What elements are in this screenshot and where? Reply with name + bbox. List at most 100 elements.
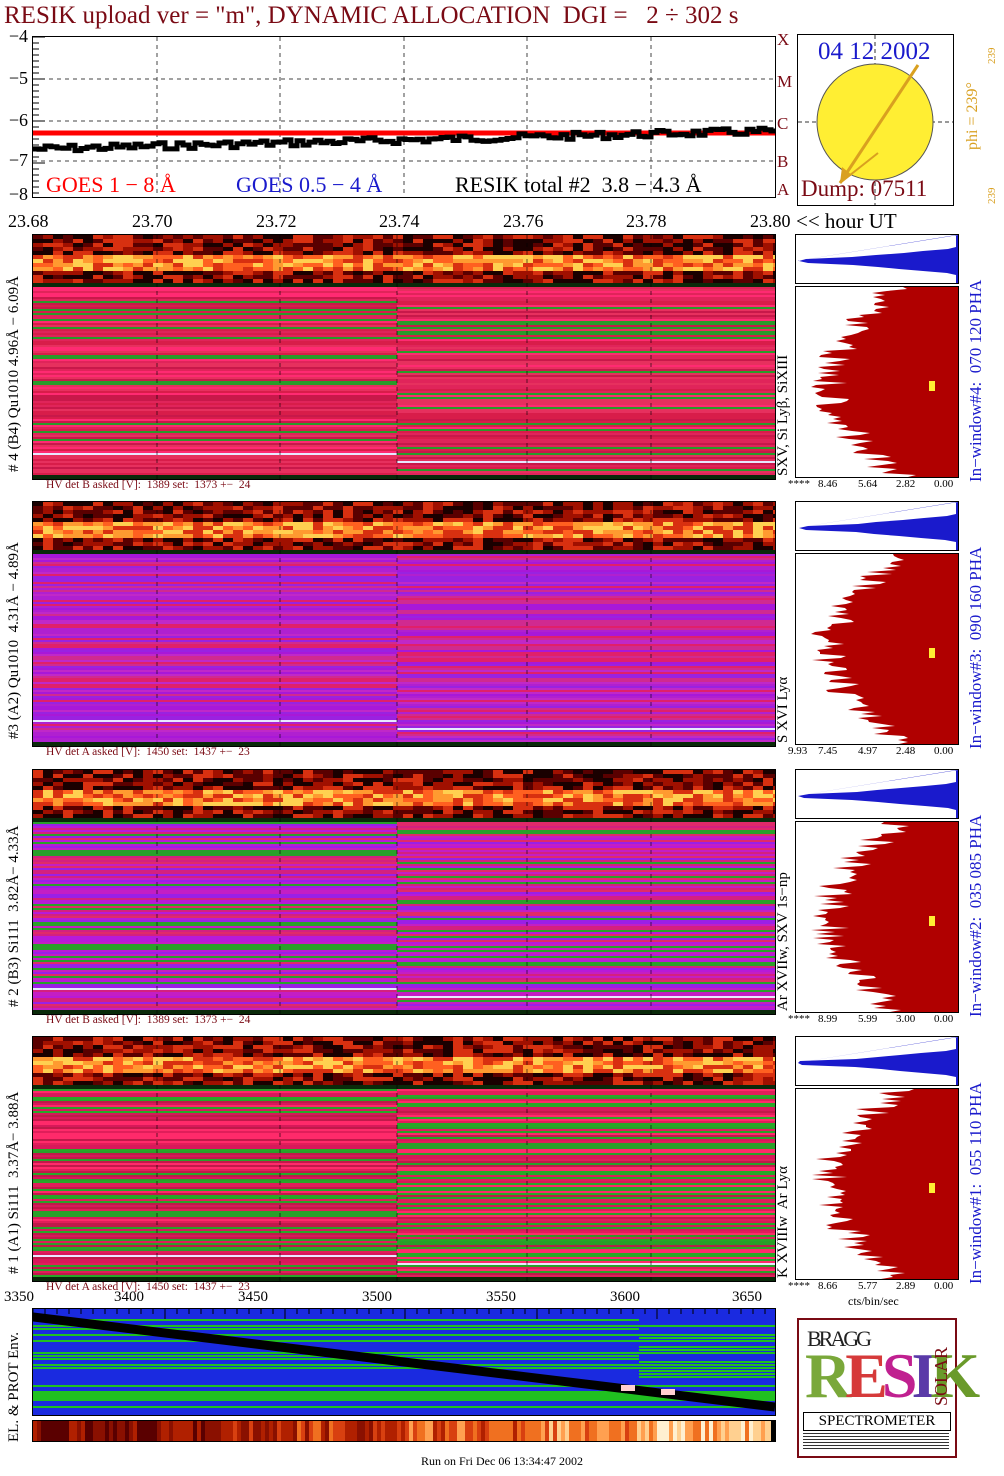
histogram-xtick: 2.48 xyxy=(896,745,916,757)
logo-bragg: BRAGG xyxy=(807,1326,872,1351)
dump-number: Dump: 07511 xyxy=(801,176,928,201)
histogram-xtick: 8.66 xyxy=(818,1280,838,1292)
channel-label: # 4 (B4) Qu1010 4.96Å − 6.09Å xyxy=(6,276,22,472)
hv-status: HV det B asked [V]: 1389 set: 1373 +− 24 xyxy=(46,1014,251,1026)
envelope-plot xyxy=(32,1308,776,1416)
pha-histogram-large xyxy=(795,821,959,1013)
envelope-xtick: 3500 xyxy=(362,1289,392,1305)
resik-logo: BRAGG RESIK SOLAR SPECTROMETER xyxy=(797,1318,980,1458)
pha-histogram-large xyxy=(795,286,959,478)
histogram-xtick: 3.00 xyxy=(896,1013,916,1025)
channel-image-panel xyxy=(32,769,776,1015)
time-xtick: 23.78 xyxy=(626,211,667,231)
class-letter: A xyxy=(777,180,790,199)
goes-ytick: −6 xyxy=(8,110,28,130)
histogram-xtick: 0.00 xyxy=(934,745,954,757)
window-marker xyxy=(929,916,935,926)
histogram-xtick: 2.89 xyxy=(896,1280,916,1292)
pha-histogram-small-canvas xyxy=(796,235,958,283)
histogram-xtick: 4.97 xyxy=(858,745,878,757)
envelope-xtick: 3550 xyxy=(486,1289,516,1305)
pha-histogram-large-canvas xyxy=(811,822,958,1012)
envelope-ylabel: EL. & PROT Env. xyxy=(6,1331,22,1442)
pha-histogram-small xyxy=(795,501,959,551)
envelope-canvas xyxy=(33,1309,775,1415)
legend-resik-total: RESIK total #2 3.8 − 4.3 Å xyxy=(455,172,702,197)
envelope-marker xyxy=(661,1389,675,1395)
hv-status: HV det A asked [V]: 1450 set: 1437 +− 23 xyxy=(46,1281,250,1293)
page-title: RESIK upload ver = "m", DYNAMIC ALLOCATI… xyxy=(4,2,739,29)
in-window-label: In−window#3: 090 160 PHA xyxy=(966,546,985,749)
envelope-marker xyxy=(621,1385,635,1391)
phi-label: phi = 239° xyxy=(964,82,981,150)
intensity-strip xyxy=(32,1420,776,1442)
channel-image-canvas xyxy=(33,1037,775,1281)
channel-label: #3 (A2) Qu1010 4.31Å − 4.89Å xyxy=(6,542,22,739)
sun-position-panel xyxy=(797,34,954,206)
channel-image-panel xyxy=(32,1036,776,1282)
histogram-xtick: 7.45 xyxy=(818,745,838,757)
histogram-xtick: **** xyxy=(788,1280,810,1292)
pha-histogram-large-canvas xyxy=(811,554,958,744)
histogram-xtick: 5.77 xyxy=(858,1280,878,1292)
histogram-xtick: **** xyxy=(788,1013,810,1025)
channel-image-panel xyxy=(32,234,776,480)
spectral-lines-label: Ar XVIIw, SXV 1s−np xyxy=(775,872,791,1011)
phi-bottom-value: 239 xyxy=(986,187,998,205)
time-xtick: 23.72 xyxy=(256,211,297,231)
window-marker xyxy=(929,1183,935,1193)
time-xtick: 23.70 xyxy=(132,211,173,231)
spectral-lines-label: SXV, Si Lyβ, SiXIII xyxy=(775,354,791,476)
envelope-xtick: 3350 xyxy=(4,1289,34,1305)
sun-disk-diagram xyxy=(798,35,953,205)
histogram-xtick: 2.82 xyxy=(896,478,916,490)
goes-ytick: −8 xyxy=(8,184,28,204)
channel-label: # 2 (B3) Si111 3.82Å− 4.33Å xyxy=(6,825,22,1007)
observation-date: 04 12 2002 xyxy=(818,38,931,65)
class-letter: C xyxy=(777,114,789,133)
sun-direction-line xyxy=(838,64,920,184)
histogram-red-series xyxy=(811,822,958,1012)
channel-image-canvas xyxy=(33,235,775,479)
run-timestamp: Run on Fri Dec 06 13:34:47 2002 xyxy=(421,1454,583,1468)
goes-plot-canvas xyxy=(33,37,775,197)
goes-plot xyxy=(32,36,776,198)
legend-goes-1-8: GOES 1 − 8 Å xyxy=(46,172,176,197)
goes-ytick: −7 xyxy=(8,150,28,170)
histogram-xlabel: cts/bin/sec xyxy=(848,1294,899,1308)
class-letter: B xyxy=(777,152,789,171)
hv-status: HV det A asked [V]: 1450 set: 1437 +− 23 xyxy=(46,746,250,758)
pha-histogram-large-canvas xyxy=(811,287,958,477)
flare-class-scale: X M C B A xyxy=(776,30,796,202)
envelope-series xyxy=(33,1312,775,1412)
window-marker xyxy=(929,648,935,658)
histogram-blue-series xyxy=(796,235,958,283)
histogram-xtick: 5.99 xyxy=(858,1013,878,1025)
pha-histogram-small-canvas xyxy=(796,1037,958,1085)
time-axis-unit: << hour UT xyxy=(796,209,897,233)
histogram-xtick: 9.93 xyxy=(788,745,808,757)
histogram-xtick: 5.64 xyxy=(858,478,878,490)
channel-label: # 1 (A1) Si111 3.37Å− 3.88Å xyxy=(6,1091,22,1274)
envelope-xtick: 3650 xyxy=(732,1289,762,1305)
legend-goes-05-4: GOES 0.5 − 4 Å xyxy=(236,172,383,197)
class-letter: X xyxy=(777,30,790,49)
histogram-xtick: 8.46 xyxy=(818,478,838,490)
pha-histogram-small xyxy=(795,1036,959,1086)
logo-solar: SOLAR xyxy=(931,1346,951,1406)
direction-arrowhead-icon xyxy=(840,167,852,183)
logo-resik: RESIK xyxy=(805,1340,980,1411)
hv-status: HV det B asked [V]: 1389 set: 1373 +− 24 xyxy=(46,479,251,491)
histogram-xtick: **** xyxy=(788,478,810,490)
time-xtick: 23.68 xyxy=(8,211,49,231)
envelope-xtick: 3600 xyxy=(610,1289,640,1305)
histogram-xtick: 8.99 xyxy=(818,1013,838,1025)
pha-histogram-large-canvas xyxy=(812,1089,958,1279)
pha-histogram-small xyxy=(795,234,959,284)
histogram-red-series xyxy=(812,1089,958,1279)
in-window-label: In−window#4: 070 120 PHA xyxy=(966,279,985,482)
phi-top-value: 239 xyxy=(986,47,998,65)
time-xtick: 23.80 xyxy=(750,211,791,231)
resik-total-series xyxy=(33,125,775,154)
intensity-strip-canvas xyxy=(33,1421,775,1441)
